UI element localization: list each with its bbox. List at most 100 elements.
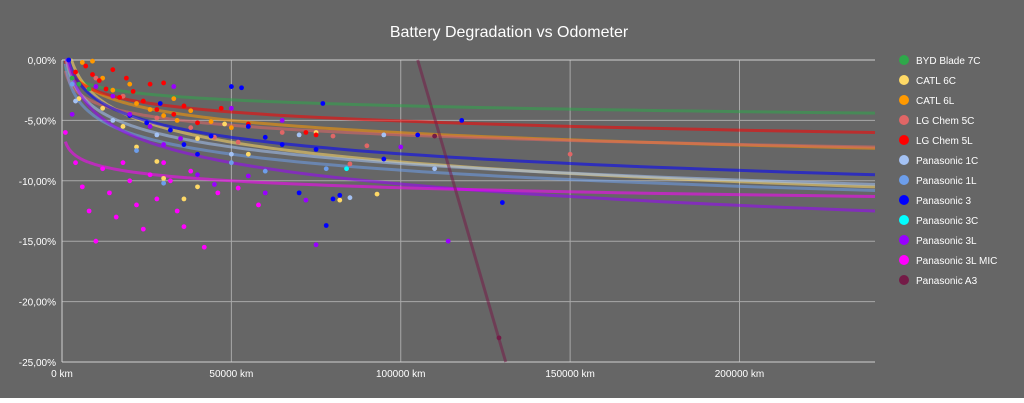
data-point — [76, 96, 82, 102]
data-point — [110, 87, 116, 93]
data-point — [100, 166, 106, 172]
data-point — [432, 133, 438, 139]
data-point — [127, 111, 133, 117]
y-tick-label: 0,00% — [28, 56, 56, 67]
data-point — [245, 173, 251, 179]
data-point — [195, 136, 200, 141]
legend-label: Panasonic 3 — [916, 196, 971, 207]
data-point — [93, 75, 99, 81]
legend-marker — [899, 195, 909, 205]
data-point — [73, 98, 78, 104]
legend-label: BYD Blade 7C — [916, 56, 980, 67]
data-point — [134, 144, 139, 150]
data-point — [195, 120, 200, 126]
data-point — [181, 142, 187, 147]
data-point — [279, 118, 285, 123]
data-point — [364, 143, 370, 149]
data-point — [171, 96, 177, 102]
data-point — [90, 72, 95, 77]
legend-marker — [899, 115, 909, 125]
data-point — [323, 166, 329, 172]
data-point — [161, 160, 167, 166]
data-point — [208, 119, 214, 125]
data-point — [140, 98, 146, 104]
data-point — [212, 182, 217, 187]
data-point — [154, 196, 160, 202]
data-point — [262, 190, 268, 196]
legend-marker — [899, 75, 909, 85]
data-point — [381, 132, 387, 138]
grid — [62, 59, 875, 363]
legend-marker — [899, 95, 909, 105]
legend-marker — [899, 255, 909, 265]
data-point — [110, 67, 116, 73]
data-point — [181, 103, 187, 109]
data-point — [188, 108, 194, 114]
data-point — [93, 84, 99, 89]
data-point — [161, 80, 167, 86]
data-point — [120, 124, 126, 129]
data-point — [147, 107, 153, 112]
data-point — [296, 190, 302, 196]
x-tick-label: 150000 km — [545, 369, 594, 380]
data-point — [188, 168, 194, 174]
data-point — [320, 101, 326, 106]
data-point — [123, 75, 129, 81]
data-point — [83, 63, 89, 69]
data-point — [161, 142, 167, 147]
data-point — [76, 81, 82, 87]
data-point — [337, 197, 343, 203]
data-point — [181, 196, 187, 202]
data-point — [215, 190, 221, 196]
data-point — [161, 175, 167, 181]
data-point — [86, 86, 92, 92]
data-point — [144, 120, 150, 126]
data-point — [171, 111, 177, 117]
legend-label: Panasonic 3C — [916, 216, 978, 227]
chart-title: Battery Degradation vs Odometer — [390, 24, 629, 41]
data-point — [195, 172, 200, 178]
data-point — [347, 195, 353, 201]
data-point — [398, 144, 404, 150]
data-point — [147, 172, 153, 178]
data-point — [127, 81, 133, 87]
data-point — [96, 78, 102, 83]
data-point — [381, 156, 387, 162]
y-tick-label: -20,00% — [19, 298, 56, 309]
data-point — [344, 166, 349, 172]
data-point — [168, 178, 173, 184]
data-point — [195, 184, 200, 190]
data-point — [188, 125, 194, 131]
data-point — [222, 121, 228, 127]
data-point — [157, 101, 163, 106]
data-point — [195, 151, 200, 157]
legend-marker — [899, 155, 909, 165]
legend-label: LG Chem 5C — [916, 116, 974, 127]
data-point — [134, 101, 139, 106]
data-point — [330, 133, 336, 139]
legend-label: LG Chem 5L — [916, 136, 973, 147]
legend-marker — [899, 55, 909, 65]
legend-label: Panasonic 1C — [916, 156, 978, 167]
data-point — [296, 132, 302, 138]
data-point — [228, 84, 234, 89]
data-point — [161, 113, 167, 118]
y-tick-label: -15,00% — [19, 237, 56, 248]
data-point — [330, 196, 336, 202]
data-point — [69, 75, 75, 81]
data-point — [73, 160, 78, 166]
trendline — [65, 58, 876, 177]
data-point — [313, 146, 319, 152]
data-point — [161, 180, 167, 186]
data-point — [140, 226, 146, 232]
data-point — [62, 130, 68, 135]
legend-marker — [899, 275, 909, 285]
data-point — [86, 208, 92, 214]
data-point — [445, 238, 451, 244]
data-point — [154, 107, 160, 112]
trendline — [65, 58, 876, 213]
data-point — [235, 185, 241, 191]
data-point — [374, 191, 380, 197]
y-tick-label: -10,00% — [19, 177, 56, 188]
